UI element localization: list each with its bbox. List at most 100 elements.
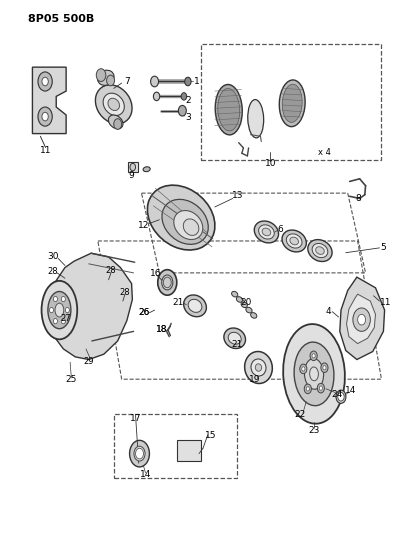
Ellipse shape [241,302,247,308]
Ellipse shape [134,446,145,461]
Text: 17: 17 [130,414,141,423]
Ellipse shape [162,275,173,290]
Ellipse shape [282,230,306,252]
FancyBboxPatch shape [114,414,237,478]
Circle shape [300,364,307,374]
Circle shape [304,384,311,394]
Ellipse shape [308,240,332,262]
Text: 13: 13 [232,191,243,200]
Circle shape [310,351,317,361]
Circle shape [353,308,370,332]
Text: 16: 16 [150,269,161,278]
Polygon shape [48,253,133,360]
Circle shape [61,319,65,324]
Ellipse shape [98,70,114,85]
Text: 28: 28 [119,287,130,296]
Ellipse shape [316,247,324,254]
Circle shape [150,76,158,87]
Text: 10: 10 [265,159,276,168]
Ellipse shape [41,281,77,340]
FancyBboxPatch shape [201,44,381,160]
Ellipse shape [174,211,203,239]
Ellipse shape [224,328,246,349]
Circle shape [107,75,115,86]
Ellipse shape [304,359,324,389]
Text: 30: 30 [47,252,59,261]
Circle shape [96,69,106,82]
Circle shape [185,77,191,86]
Ellipse shape [143,167,150,172]
Text: 2: 2 [185,96,191,105]
Text: 24: 24 [332,390,343,399]
Text: 14: 14 [345,386,356,395]
Text: 26: 26 [139,308,150,317]
Text: 8P05 500B: 8P05 500B [29,14,95,25]
Ellipse shape [259,225,274,239]
Text: 27: 27 [61,313,72,322]
Ellipse shape [282,84,302,123]
Circle shape [321,363,328,373]
Ellipse shape [162,199,208,244]
Text: 25: 25 [66,375,77,384]
Circle shape [181,93,187,100]
Ellipse shape [158,270,177,295]
Text: 11: 11 [40,146,51,155]
Ellipse shape [147,185,215,250]
Ellipse shape [254,221,279,243]
Ellipse shape [248,100,263,138]
Ellipse shape [251,313,257,318]
Circle shape [317,383,324,393]
Ellipse shape [108,98,119,110]
Ellipse shape [336,390,346,403]
Ellipse shape [245,351,272,384]
Polygon shape [347,294,375,344]
Ellipse shape [130,440,149,467]
Circle shape [319,386,322,390]
Circle shape [178,106,186,116]
Ellipse shape [183,219,199,236]
Circle shape [42,77,48,86]
Circle shape [323,366,326,370]
Text: 1: 1 [194,77,199,86]
Text: 11: 11 [380,298,392,307]
Ellipse shape [283,324,345,424]
Text: 8: 8 [355,195,361,204]
Text: 4: 4 [326,307,332,316]
Ellipse shape [103,93,124,116]
Text: 22: 22 [294,410,305,419]
Text: 21: 21 [232,340,243,349]
Text: 19: 19 [249,375,261,384]
Bar [128,162,138,172]
Ellipse shape [256,364,261,372]
Text: 9: 9 [129,171,135,180]
Text: 18: 18 [156,325,167,334]
Circle shape [61,296,65,302]
Circle shape [53,296,57,302]
Circle shape [38,107,52,126]
Circle shape [38,72,52,91]
Circle shape [306,387,309,391]
Circle shape [42,112,48,121]
Ellipse shape [279,80,305,127]
Text: 23: 23 [308,426,320,435]
Ellipse shape [310,367,318,381]
Text: 15: 15 [205,431,217,440]
Ellipse shape [236,297,242,302]
Ellipse shape [96,85,132,124]
Ellipse shape [232,292,238,297]
Text: 12: 12 [138,221,149,230]
Text: 3: 3 [185,113,191,122]
Circle shape [49,308,53,313]
Ellipse shape [262,228,271,236]
Polygon shape [32,67,66,134]
Circle shape [338,392,344,401]
Text: 5: 5 [380,244,386,253]
Ellipse shape [218,88,240,131]
Ellipse shape [294,342,334,406]
Text: 18: 18 [156,325,167,334]
Circle shape [114,119,122,130]
Ellipse shape [108,115,123,129]
Circle shape [153,92,160,101]
Circle shape [53,319,57,324]
Ellipse shape [312,244,328,257]
